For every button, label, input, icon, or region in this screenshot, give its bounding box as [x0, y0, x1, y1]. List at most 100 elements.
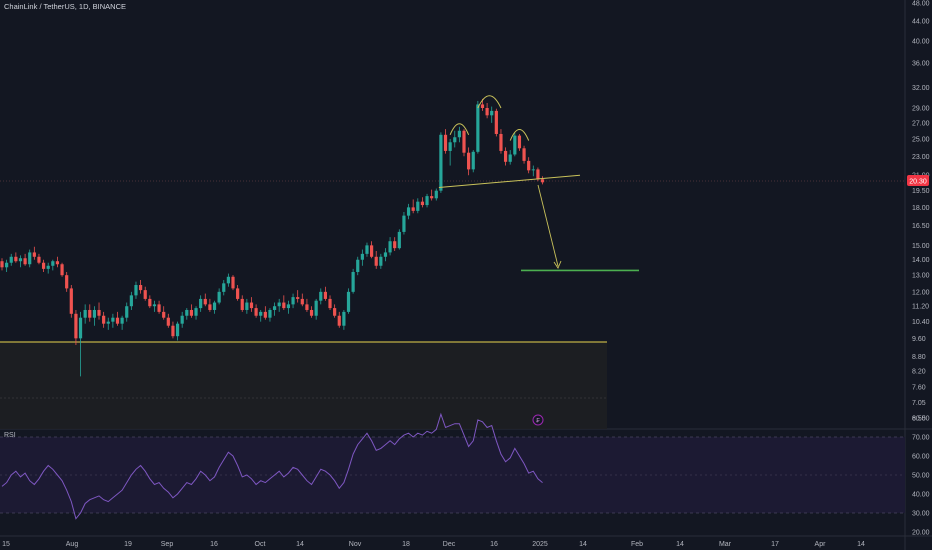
candle-body: [393, 241, 397, 249]
support-zone[interactable]: [0, 342, 607, 429]
time-tick-label: 14: [676, 541, 684, 548]
candle: [503, 147, 508, 166]
rsi-axis[interactable]: 80.00 70.00 60.00 50.00 40.00 30.00 20.00: [912, 416, 930, 537]
candle-body: [185, 309, 189, 316]
time-tick-label: Feb: [631, 541, 643, 548]
candle: [425, 193, 429, 208]
candle: [494, 108, 498, 137]
candle-body: [245, 302, 249, 310]
candle-body: [314, 300, 318, 316]
candle-body: [411, 207, 415, 211]
candle-body: [406, 207, 411, 216]
price-tick-label: 44.00: [912, 19, 930, 26]
candle-body: [166, 317, 170, 326]
candle: [162, 306, 166, 320]
candle-body: [194, 308, 198, 316]
candle-body: [517, 135, 522, 149]
candle-body: [148, 298, 152, 307]
projection-arrow: [537, 184, 559, 267]
candle-body: [370, 245, 374, 257]
candle-body: [527, 160, 531, 171]
candle-body: [83, 309, 87, 318]
candle: [471, 150, 475, 173]
candlestick-series: [0, 98, 545, 377]
rsi-title[interactable]: RSI: [4, 432, 16, 439]
candle-body: [277, 302, 281, 307]
candle-body: [97, 309, 101, 316]
candle: [374, 250, 378, 269]
candle-body: [402, 215, 406, 232]
price-tick-label: 29.00: [912, 105, 930, 112]
time-axis[interactable]: 15 Aug 19 Sep 16 Oct 14 Nov 18 Dec 16 2025 14 Feb 14 Ma…: [2, 541, 865, 548]
candle-body: [102, 315, 106, 324]
rsi-tick-label: 20.00: [912, 530, 930, 537]
candle: [5, 259, 9, 272]
candle-body: [365, 245, 369, 254]
candle: [360, 249, 364, 266]
price-tick-label: 6.55: [912, 416, 926, 423]
candle-body: [272, 306, 277, 310]
candle: [443, 129, 448, 154]
candle-body: [175, 323, 180, 337]
candle: [263, 306, 267, 320]
candle-body: [430, 196, 434, 199]
price-tick-label: 9.60: [912, 336, 926, 343]
candle-body: [55, 261, 60, 265]
candle: [226, 273, 230, 287]
candle-body: [296, 297, 300, 299]
time-tick-label: Oct: [255, 541, 266, 548]
time-tick-label: 16: [210, 541, 218, 548]
candle: [342, 309, 346, 330]
candle: [134, 281, 138, 299]
candle-body: [217, 291, 221, 303]
price-tick-label: 19.50: [912, 188, 930, 195]
rsi-tick-label: 70.00: [912, 435, 930, 442]
time-tick-label: Apr: [815, 541, 827, 548]
candle-body: [522, 148, 526, 161]
candle-body: [263, 311, 267, 318]
price-tick-label: 14.00: [912, 257, 930, 264]
candle: [406, 203, 411, 220]
candle-body: [471, 151, 475, 170]
time-tick-label: 18: [402, 541, 410, 548]
candle: [416, 198, 420, 214]
candle-body: [503, 150, 508, 162]
candle-body: [171, 325, 175, 337]
candle: [499, 129, 503, 154]
candle: [272, 302, 277, 316]
candle: [157, 300, 161, 314]
candle: [296, 290, 300, 303]
candle-body: [536, 169, 540, 180]
price-tick-label: 48.00: [912, 1, 930, 8]
time-tick-label: Dec: [443, 541, 456, 548]
candle: [402, 212, 406, 235]
candle-body: [328, 298, 332, 309]
candle: [23, 253, 27, 266]
candle: [397, 229, 401, 250]
price-tick-label: 18.00: [912, 205, 930, 212]
pattern-drawings[interactable]: [438, 95, 639, 272]
candle: [194, 306, 198, 320]
candle-body: [180, 315, 184, 324]
candle-body: [462, 130, 466, 153]
candle: [277, 298, 281, 312]
candle: [356, 256, 360, 276]
price-axis[interactable]: 48.00 44.00 40.00 36.00 32.00 29.00 27.00 25.00…: [912, 1, 930, 423]
projection-arrowhead: [553, 260, 562, 269]
candle: [393, 237, 397, 251]
candle-body: [540, 179, 545, 183]
candle-body: [319, 291, 323, 301]
price-tick-label: 7.05: [912, 400, 926, 407]
candle-body: [65, 275, 69, 289]
candle-body: [69, 288, 73, 314]
current-price-badge[interactable]: [907, 175, 929, 186]
candle: [175, 321, 180, 341]
candle: [139, 280, 143, 294]
symbol-title[interactable]: ChainLink / TetherUS, 1D, BINANCE: [4, 2, 126, 11]
dividend-icon[interactable]: [532, 414, 544, 426]
candle-body: [383, 252, 388, 257]
candle: [180, 311, 184, 328]
candle: [337, 311, 341, 328]
